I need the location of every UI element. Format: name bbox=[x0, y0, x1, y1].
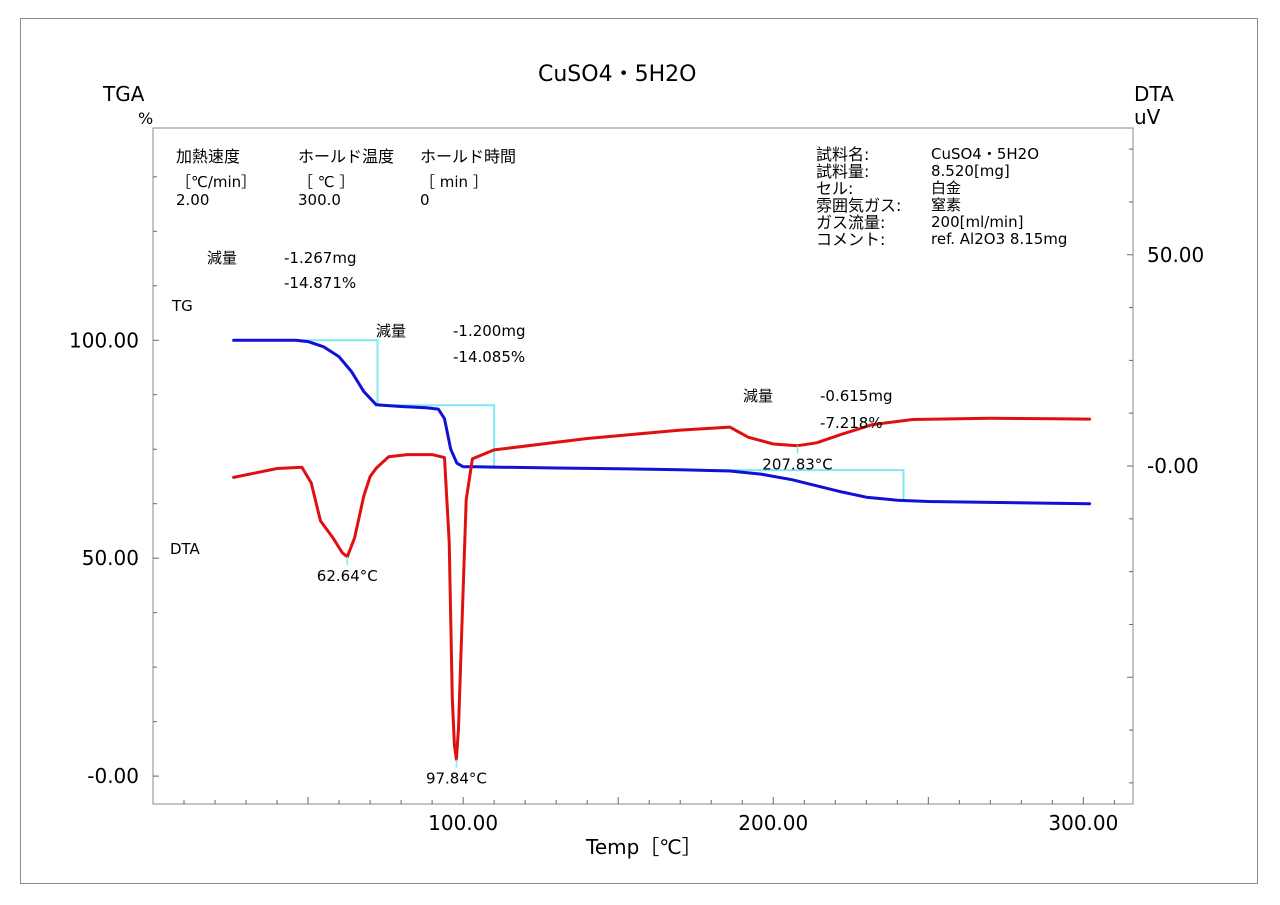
y-left-axis-unit: % bbox=[138, 109, 154, 128]
y-right-tick-label: -0.00 bbox=[1147, 454, 1199, 478]
sample-value-name: CuSO4・5H2O bbox=[931, 145, 1040, 163]
sample-label-cell: セル: bbox=[816, 179, 854, 198]
dta-curve bbox=[232, 416, 1092, 762]
sample-value-atmosphere: 窒素 bbox=[931, 196, 962, 214]
x-axis-label: Temp［℃］ bbox=[586, 835, 702, 859]
tg-series-label: TG bbox=[172, 297, 193, 315]
step2-loss-mg: -1.200mg bbox=[453, 322, 526, 340]
y-right-axis-label: DTA bbox=[1134, 82, 1174, 106]
step1-loss-mg: -1.267mg bbox=[284, 249, 357, 267]
step3-loss-label: 減量 bbox=[743, 387, 774, 405]
sample-label-atmosphere: 雰囲気ガス: bbox=[816, 196, 902, 215]
y-right-axis-unit: uV bbox=[1134, 105, 1161, 129]
condition-unit-hold-temp: ［ ℃ ］ bbox=[298, 173, 355, 191]
x-tick-label: 300.00 bbox=[1048, 811, 1118, 835]
peak-label-1: 62.64°C bbox=[317, 567, 378, 585]
tg-step-line-1 bbox=[286, 339, 379, 406]
sample-label-amount: 試料量: bbox=[816, 162, 870, 181]
peak-label-2: 97.84°C bbox=[426, 770, 487, 788]
condition-unit-heating-rate: ［℃/min］ bbox=[176, 173, 257, 191]
condition-header-heating-rate: 加熱速度 bbox=[176, 147, 241, 166]
condition-value-hold-temp: 300.0 bbox=[298, 191, 341, 209]
sample-value-comment: ref. Al2O3 8.15mg bbox=[931, 230, 1068, 248]
step2-loss-label: 減量 bbox=[376, 322, 407, 340]
step1-loss-pct: -14.871% bbox=[284, 274, 357, 292]
condition-value-heating-rate: 2.00 bbox=[176, 191, 210, 209]
sample-label-gas-flow: ガス流量: bbox=[816, 213, 886, 232]
y-left-tick-label: 100.00 bbox=[69, 328, 139, 352]
sample-value-cell: 白金 bbox=[931, 179, 962, 197]
step3-loss-pct: -7.218% bbox=[820, 414, 883, 432]
dta-series-label: DTA bbox=[170, 540, 200, 558]
x-tick-label: 100.00 bbox=[428, 811, 498, 835]
sample-value-amount: 8.520[mg] bbox=[931, 162, 1010, 180]
y-left-tick-label: 50.00 bbox=[82, 546, 139, 570]
sample-label-comment: コメント: bbox=[816, 230, 886, 249]
sample-value-gas-flow: 200[ml/min] bbox=[931, 213, 1024, 231]
tg-step-line-2 bbox=[377, 404, 496, 467]
tg-step-line-3 bbox=[695, 469, 905, 502]
step3-loss-mg: -0.615mg bbox=[820, 387, 893, 405]
chart-title: CuSO4・5H2O bbox=[538, 62, 697, 87]
y-left-tick-label: -0.00 bbox=[87, 764, 139, 788]
tg-curve bbox=[232, 338, 1092, 506]
condition-unit-hold-time: ［ min ］ bbox=[420, 173, 488, 191]
chart-frame bbox=[20, 18, 1258, 884]
step1-loss-label: 減量 bbox=[207, 249, 238, 267]
x-tick-label: 200.00 bbox=[738, 811, 808, 835]
y-left-axis-label: TGA bbox=[103, 82, 145, 106]
condition-header-hold-time: ホールド時間 bbox=[420, 147, 517, 166]
sample-label-name: 試料名: bbox=[816, 145, 870, 164]
step2-loss-pct: -14.085% bbox=[453, 348, 526, 366]
peak-label-3: 207.83°C bbox=[762, 456, 832, 474]
condition-value-hold-time: 0 bbox=[420, 191, 430, 209]
y-right-tick-label: 50.00 bbox=[1147, 243, 1204, 267]
condition-header-hold-temp: ホールド温度 bbox=[298, 147, 395, 166]
